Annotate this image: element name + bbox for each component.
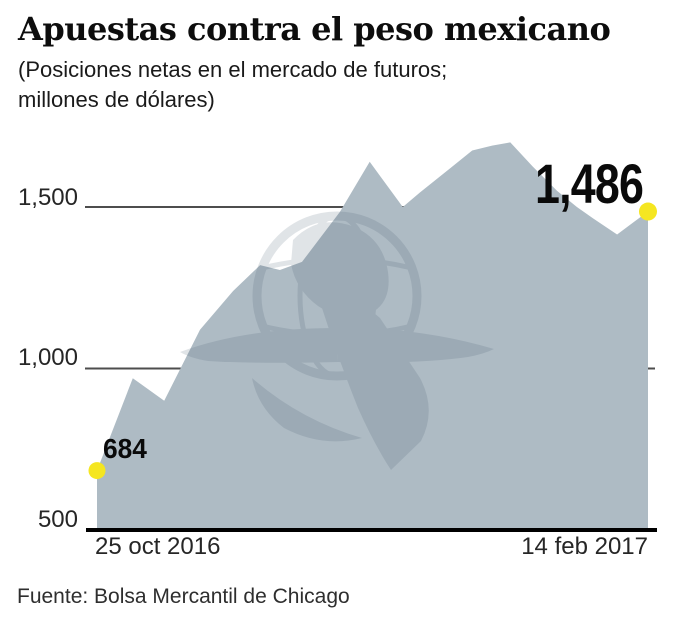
source-note: Fuente: Bolsa Mercantil de Chicago bbox=[17, 585, 350, 608]
eagle-globe-watermark-icon bbox=[180, 211, 494, 470]
chart-subtitle-line-2: millones de dólares) bbox=[18, 87, 215, 112]
x-axis-label-end: 14 feb 2017 bbox=[521, 533, 648, 560]
y-axis-tick-1500: 1,500 bbox=[17, 184, 78, 211]
start-point-dot bbox=[88, 462, 106, 480]
chart-subtitle: (Posiciones netas en el mercado de futur… bbox=[18, 55, 638, 115]
y-axis-tick-1000: 1,000 bbox=[17, 344, 78, 371]
end-point-dot bbox=[639, 202, 657, 221]
first-value-label: 684 bbox=[103, 433, 147, 464]
area-series bbox=[97, 142, 648, 530]
area-fill bbox=[97, 142, 648, 530]
chart-subtitle-line-1: (Posiciones netas en el mercado de futur… bbox=[18, 57, 448, 82]
y-axis-tick-500: 500 bbox=[37, 506, 78, 533]
endpoint-dots bbox=[88, 202, 657, 480]
chart-title: Apuestas contra el peso mexicano bbox=[18, 10, 611, 48]
x-axis-label-start: 25 oct 2016 bbox=[95, 533, 221, 560]
last-value-label: 1,486 bbox=[534, 152, 644, 215]
